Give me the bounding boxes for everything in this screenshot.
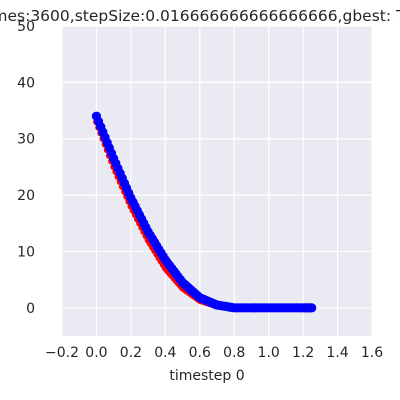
y-tick-label: 40 [17,75,35,91]
y-tick-label: 10 [17,244,35,260]
scatter-point [307,303,317,313]
y-tick-label: 20 [17,188,35,204]
x-tick-labels: −0.2 0.0 0.2 0.4 0.6 0.8 1.0 1.2 1.4 1.6 [45,345,383,361]
x-tick-label: 0.4 [154,345,176,361]
x-tick-label: 1.6 [361,345,383,361]
x-tick-label: 1.0 [258,345,280,361]
plot-area [62,26,372,336]
series-1 [91,111,317,313]
x-tick-label: 0.2 [120,345,142,361]
chart-title: frames:3600,stepSize:0.01666666666666666… [0,7,400,25]
x-tick-label: 1.4 [326,345,348,361]
x-axis-title: timestep 0 [169,368,244,384]
grid-lines [61,25,373,336]
scatter-series [91,111,317,313]
x-tick-label: 0.0 [85,345,107,361]
y-tick-label: 50 [17,19,35,35]
y-tick-labels: 0 10 20 30 40 50 [17,19,35,317]
x-tick-label: 0.6 [189,345,211,361]
y-tick-label: 0 [26,301,35,317]
x-tick-label: −0.2 [45,345,79,361]
y-tick-label: 30 [17,132,35,148]
x-tick-label: 1.2 [292,345,314,361]
x-tick-label: 0.8 [223,345,245,361]
